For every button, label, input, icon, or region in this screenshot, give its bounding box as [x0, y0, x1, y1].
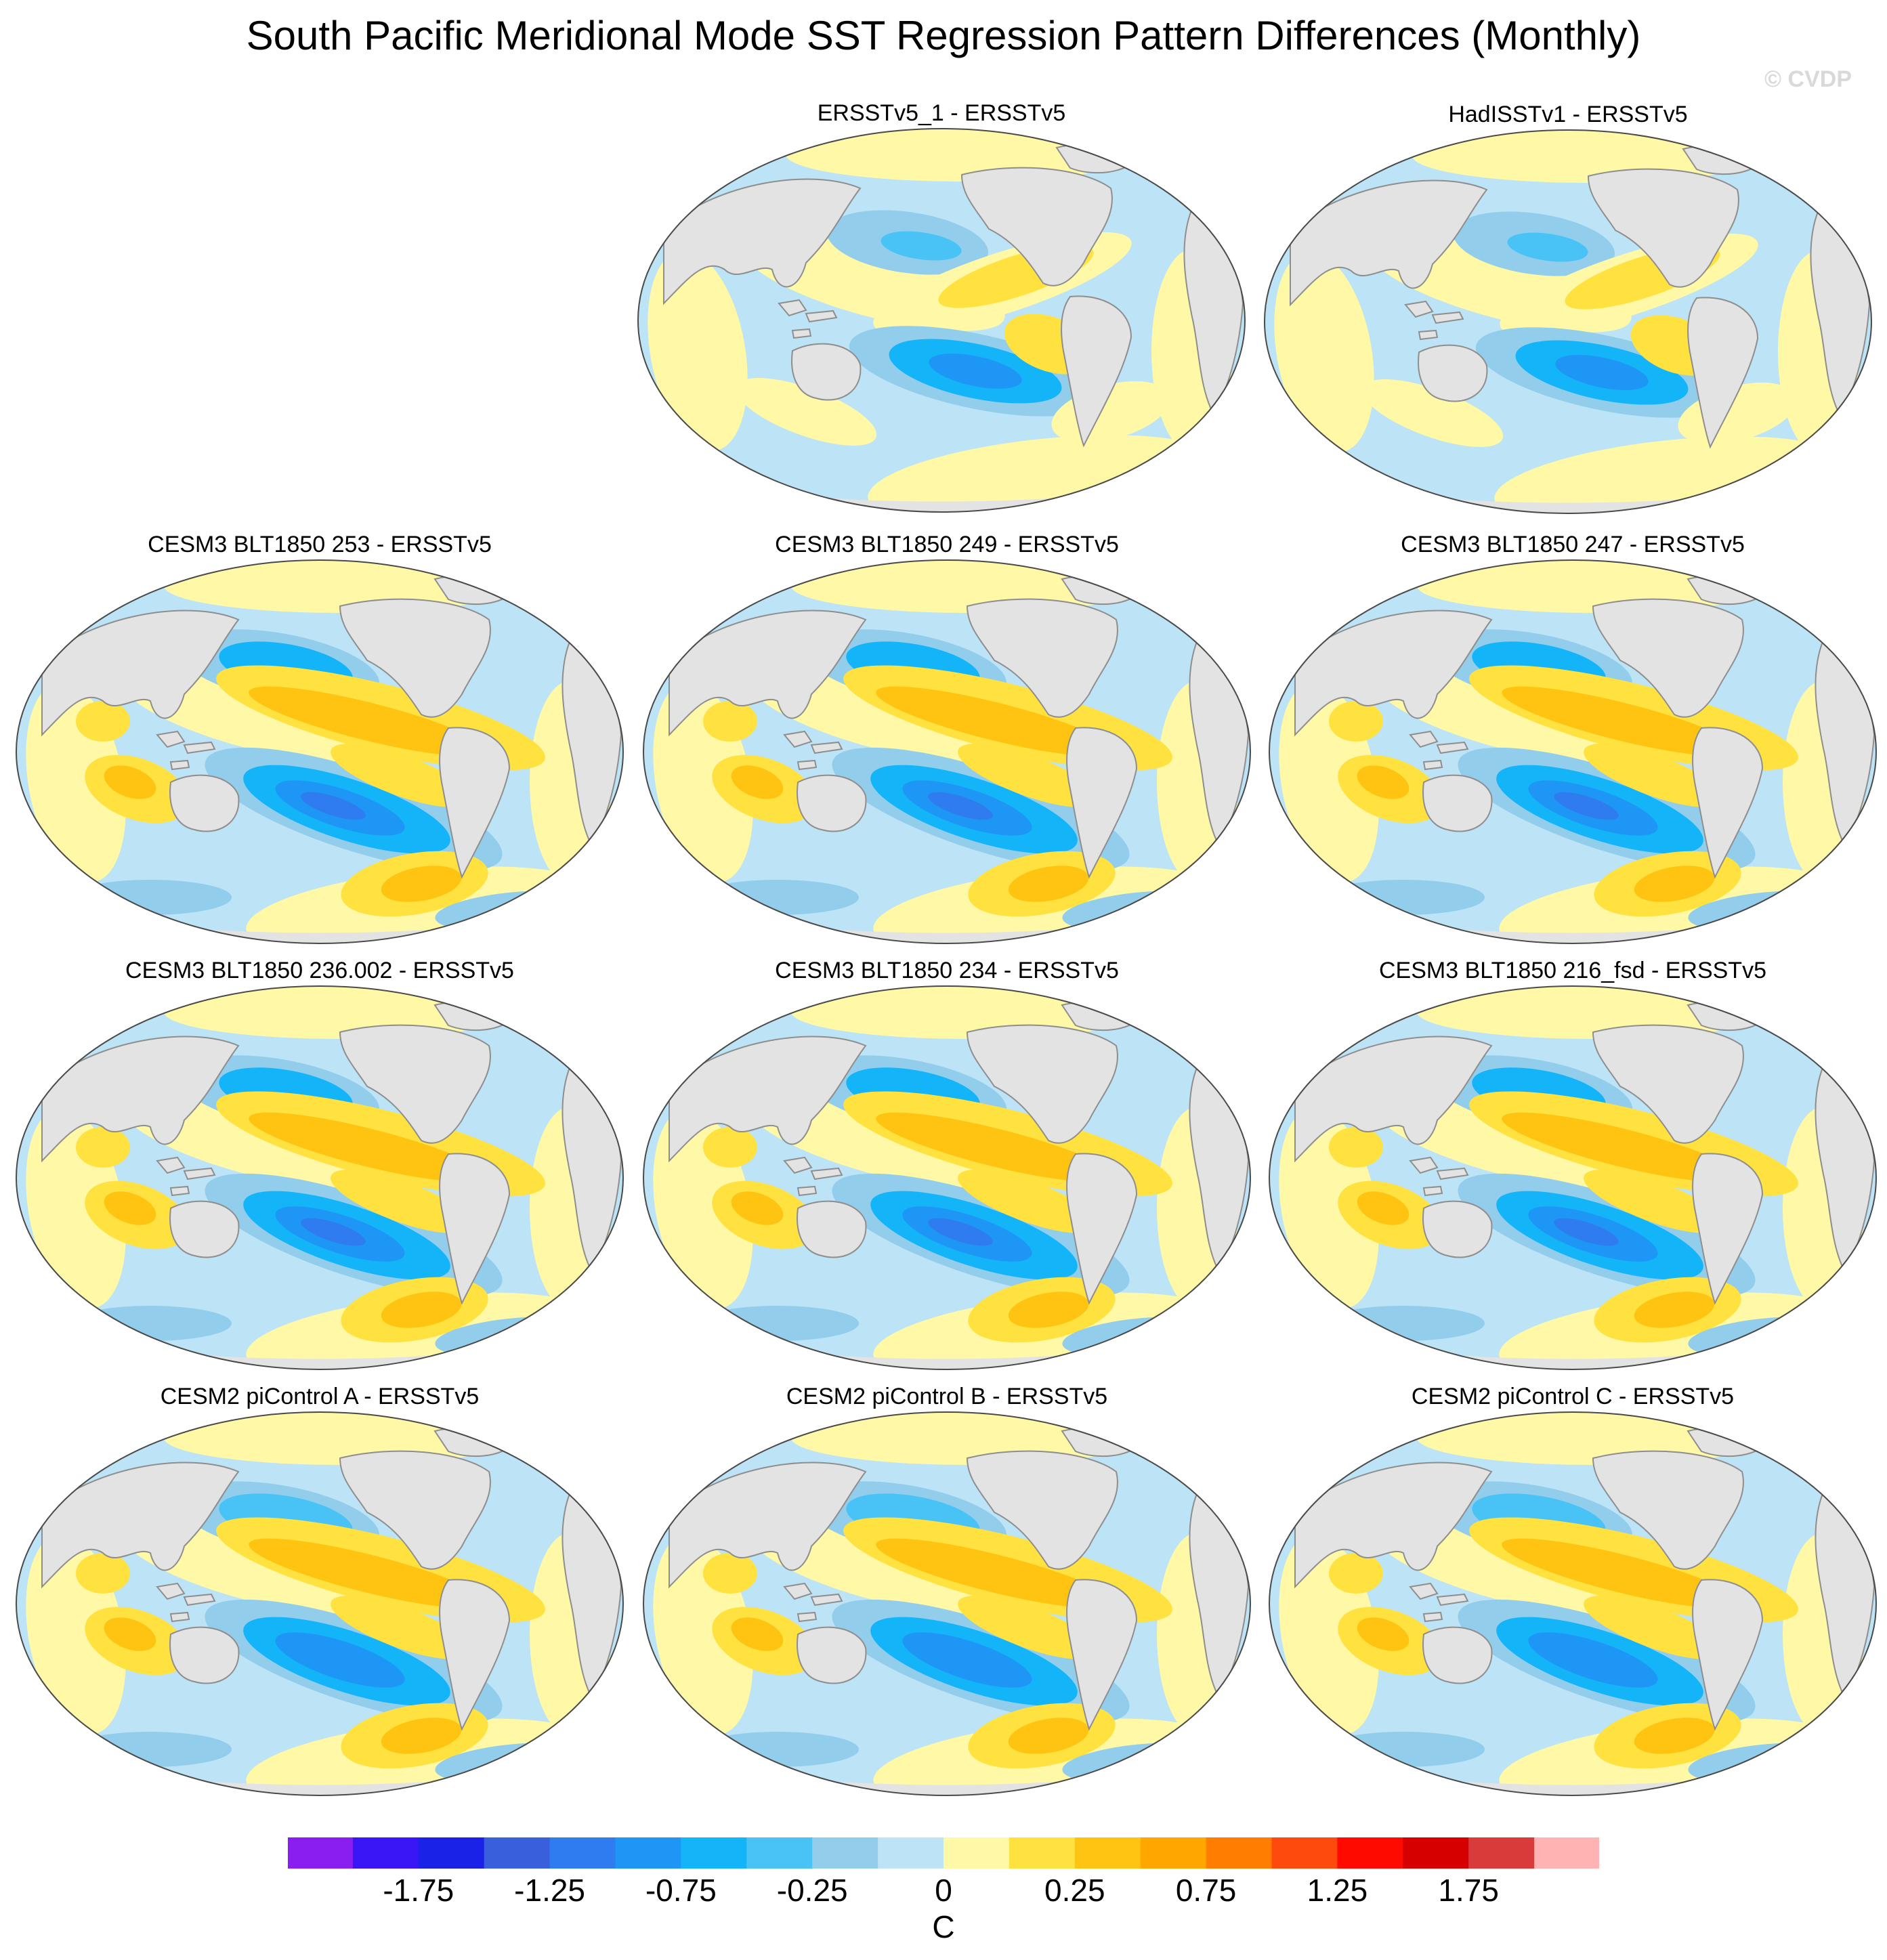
colorbar-swatch — [352, 1837, 419, 1869]
colorbar-swatch — [615, 1837, 681, 1869]
map-panel-5: CESM3 BLT1850 247 - ERSSTv5 — [1261, 532, 1884, 965]
colorbar-swatch — [746, 1837, 813, 1869]
sst-regression-map — [1269, 559, 1877, 944]
cvdp-watermark: © CVDP — [1764, 66, 1852, 92]
colorbar-swatch — [287, 1837, 354, 1869]
sst-regression-map — [1264, 129, 1872, 514]
colorbar-swatch — [878, 1837, 944, 1869]
colorbar-tick-label: -1.75 — [383, 1873, 454, 1908]
sst-regression-map — [643, 985, 1251, 1370]
panel-title: CESM3 BLT1850 236.002 - ERSSTv5 — [125, 958, 514, 983]
colorbar-tick-label: 0 — [935, 1873, 952, 1908]
colorbar-swatch — [1009, 1837, 1076, 1869]
colorbar-swatch — [418, 1837, 485, 1869]
panel-title: CESM2 piControl C - ERSSTv5 — [1411, 1384, 1735, 1409]
panel-title: CESM3 BLT1850 253 - ERSSTv5 — [148, 532, 492, 557]
sst-regression-map — [637, 128, 1246, 513]
colorbar-swatch — [681, 1837, 747, 1869]
main-title: South Pacific Meridional Mode SST Regres… — [246, 13, 1641, 58]
sst-regression-map — [1269, 985, 1877, 1370]
colorbar-swatch — [1140, 1837, 1207, 1869]
map-panel-8: CESM3 BLT1850 216_fsd - ERSSTv5 — [1261, 958, 1884, 1391]
map-panel-9: CESM2 piControl A - ERSSTv5 — [8, 1384, 631, 1817]
sst-regression-map — [643, 559, 1251, 944]
sst-regression-map — [1269, 1411, 1877, 1796]
panel-title: CESM2 piControl A - ERSSTv5 — [160, 1384, 480, 1409]
colorbar-swatch — [549, 1837, 616, 1869]
colorbar-tick-label: 1.75 — [1438, 1873, 1499, 1908]
colorbar — [287, 1837, 1600, 1869]
colorbar-swatch — [1337, 1837, 1403, 1869]
sst-regression-map — [16, 1411, 624, 1796]
sst-regression-map — [16, 559, 624, 944]
map-panel-10: CESM2 piControl B - ERSSTv5 — [635, 1384, 1258, 1817]
colorbar-unit: C — [932, 1909, 955, 1944]
colorbar-tick-label: 0.75 — [1175, 1873, 1237, 1908]
colorbar-swatch — [1206, 1837, 1272, 1869]
colorbar-swatch — [484, 1837, 551, 1869]
colorbar-tick-label: -1.25 — [514, 1873, 586, 1908]
panel-title: ERSSTv5_1 - ERSSTv5 — [817, 100, 1066, 126]
panel-title: CESM3 BLT1850 234 - ERSSTv5 — [775, 958, 1119, 983]
colorbar-tick-label: 0.25 — [1044, 1873, 1105, 1908]
map-panel-2: HadISSTv1 - ERSSTv5 — [1256, 102, 1880, 535]
colorbar-swatch — [1468, 1837, 1535, 1869]
colorbar-swatch — [1271, 1837, 1338, 1869]
map-panel-6: CESM3 BLT1850 236.002 - ERSSTv5 — [8, 958, 631, 1391]
colorbar-swatch — [1074, 1837, 1141, 1869]
colorbar-swatch — [1534, 1837, 1600, 1869]
colorbar-swatch — [812, 1837, 878, 1869]
sst-regression-map — [643, 1411, 1251, 1796]
panel-title: CESM3 BLT1850 249 - ERSSTv5 — [775, 532, 1119, 557]
colorbar-tick-label: -0.75 — [645, 1873, 717, 1908]
colorbar-swatch — [1403, 1837, 1469, 1869]
panel-title: CESM2 piControl B - ERSSTv5 — [786, 1384, 1108, 1409]
colorbar-tick-label: 1.25 — [1307, 1873, 1368, 1908]
colorbar-swatch — [944, 1837, 1010, 1869]
colorbar-tick-label: -0.25 — [776, 1873, 848, 1908]
map-panel-11: CESM2 piControl C - ERSSTv5 — [1261, 1384, 1884, 1817]
map-panel-7: CESM3 BLT1850 234 - ERSSTv5 — [635, 958, 1258, 1391]
panel-title: CESM3 BLT1850 216_fsd - ERSSTv5 — [1379, 958, 1766, 983]
map-panel-3: CESM3 BLT1850 253 - ERSSTv5 — [8, 532, 631, 965]
panel-title: HadISSTv1 - ERSSTv5 — [1448, 102, 1688, 127]
sst-regression-map — [16, 985, 624, 1370]
map-panel-4: CESM3 BLT1850 249 - ERSSTv5 — [635, 532, 1258, 965]
panel-title: CESM3 BLT1850 247 - ERSSTv5 — [1401, 532, 1745, 557]
map-panel-1: ERSSTv5_1 - ERSSTv5 — [630, 100, 1253, 534]
